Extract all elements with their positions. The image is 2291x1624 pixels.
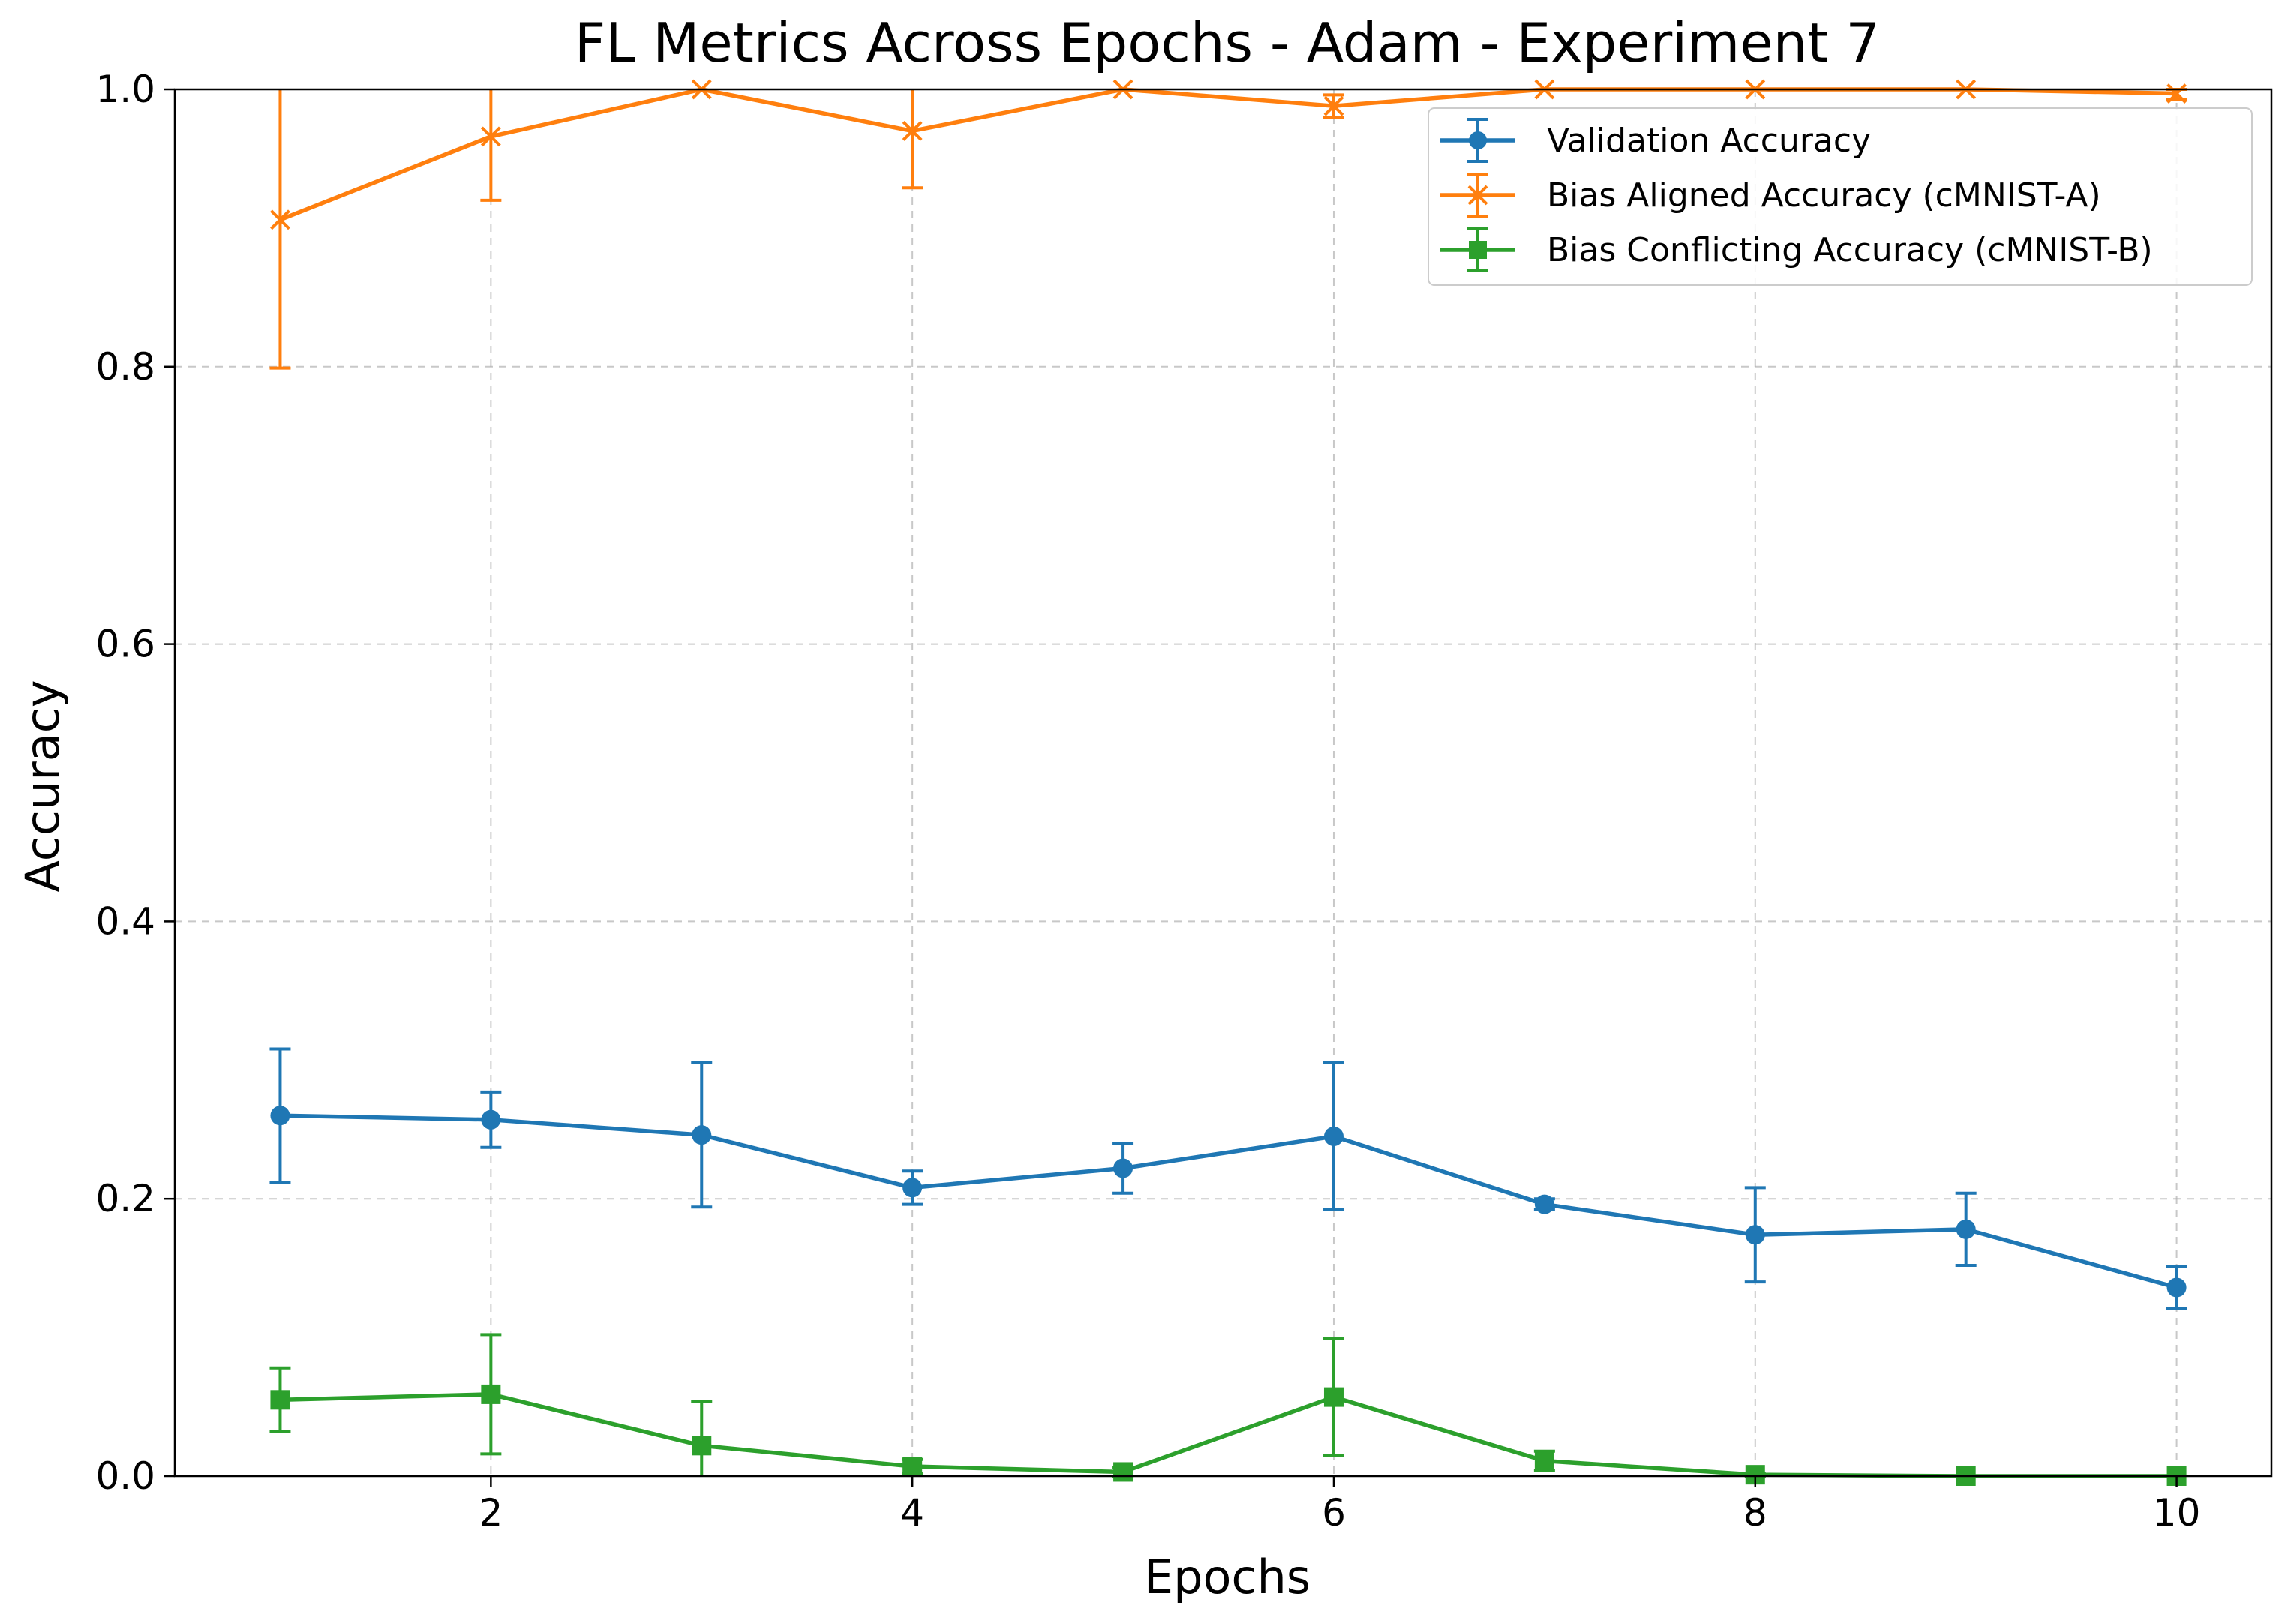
y-tick-label: 0.2	[95, 1177, 155, 1220]
series-validation-accuracy	[269, 1047, 2187, 1310]
data-point	[692, 1436, 712, 1456]
data-point	[480, 126, 501, 147]
legend-item-bias-conflicting-accuracy-cmnist-b: Bias Conflicting Accuracy (cMNIST-B)	[1440, 227, 2153, 272]
data-point	[1113, 1462, 1133, 1482]
data-point	[1323, 95, 1344, 116]
x-tick-label: 4	[900, 1491, 924, 1535]
legend-swatch-marker	[1469, 131, 1487, 149]
legend-swatch-marker	[1467, 185, 1488, 206]
legend-box	[1428, 107, 2253, 286]
x-tick-label: 10	[2153, 1491, 2201, 1535]
data-point	[902, 121, 923, 141]
series-line	[280, 1113, 2178, 1290]
y-tick-label: 1.0	[95, 68, 155, 111]
data-point	[270, 1106, 290, 1126]
data-point-stroke	[480, 126, 501, 147]
data-point	[902, 1178, 923, 1198]
series-layer	[269, 79, 2187, 1486]
data-point	[1956, 1219, 1976, 1239]
data-point-stroke	[2166, 83, 2187, 104]
data-point	[692, 1125, 712, 1145]
data-point	[481, 1109, 501, 1130]
x-tick-label: 2	[479, 1491, 503, 1535]
data-point	[270, 1390, 290, 1410]
legend-label: Bias Conflicting Accuracy (cMNIST-B)	[1547, 231, 2153, 269]
data-point	[1534, 1194, 1554, 1214]
y-tick-label: 0.8	[95, 345, 155, 389]
legend-swatch-marker-stroke	[1467, 185, 1488, 206]
data-point	[1323, 1387, 1344, 1407]
data-point	[1745, 1225, 1765, 1245]
legend-label: Bias Aligned Accuracy (cMNIST-A)	[1547, 176, 2101, 215]
x-tick-label: 6	[1322, 1491, 1346, 1535]
y-tick-label: 0.6	[95, 623, 155, 666]
data-point	[2166, 83, 2187, 104]
data-point	[2166, 1277, 2187, 1298]
data-point	[1323, 1126, 1344, 1146]
chart-title: FL Metrics Across Epochs - Adam - Experi…	[575, 11, 1880, 74]
legend-swatch-marker	[1469, 241, 1487, 259]
data-point	[481, 1384, 501, 1404]
data-point-stroke	[270, 209, 290, 230]
legend-item-validation-accuracy: Validation Accuracy	[1440, 118, 1871, 163]
data-point	[1113, 1158, 1133, 1178]
data-point	[902, 1457, 923, 1477]
legend-item-bias-aligned-accuracy-cmnist-a: Bias Aligned Accuracy (cMNIST-A)	[1440, 173, 2101, 218]
legend: Validation Accuracy Bias Aligned Accuracy…	[1428, 107, 2253, 286]
y-tick-label: 0.4	[95, 899, 155, 943]
data-point	[1534, 1451, 1554, 1471]
x-axis-label: Epochs	[1144, 1550, 1311, 1604]
y-tick-label: 0.0	[95, 1454, 155, 1498]
data-point	[270, 209, 290, 230]
plot-frame	[173, 88, 2273, 1478]
data-point-stroke	[1323, 95, 1344, 116]
tick-layer: 2 4 6 8 10 0.0 0.2 0.4 0.6 0.8 1.0	[95, 68, 2200, 1535]
x-tick-label: 8	[1743, 1491, 1767, 1535]
y-axis-label: Accuracy	[15, 680, 70, 892]
legend-label: Validation Accuracy	[1547, 122, 1871, 160]
data-point-stroke	[902, 121, 923, 141]
